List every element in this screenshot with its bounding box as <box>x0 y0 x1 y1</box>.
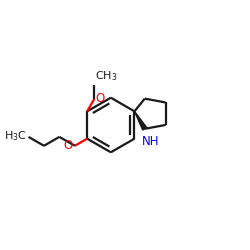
Polygon shape <box>134 111 147 130</box>
Text: O: O <box>64 139 73 152</box>
Text: O: O <box>96 92 105 106</box>
Text: CH$_3$: CH$_3$ <box>96 69 118 83</box>
Text: H$_3$C: H$_3$C <box>4 129 27 142</box>
Text: NH: NH <box>142 135 160 148</box>
